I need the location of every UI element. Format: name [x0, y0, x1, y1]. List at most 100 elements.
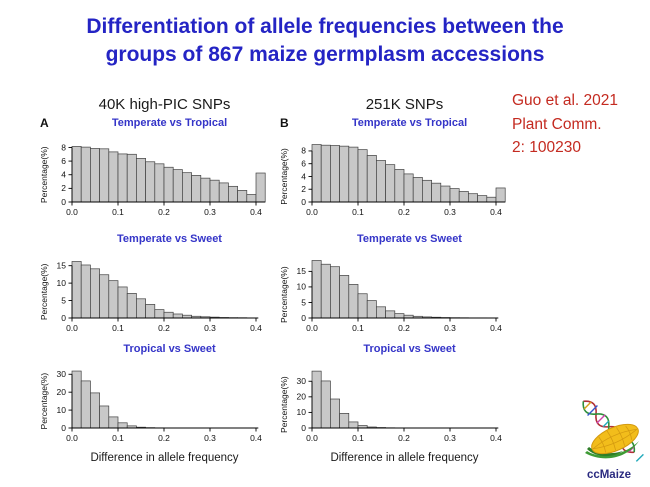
- histogram-bar: [339, 275, 350, 319]
- histogram-bar: [237, 190, 248, 203]
- x-tick-label: 0.3: [204, 207, 216, 217]
- y-tick-label: 0: [61, 197, 66, 207]
- histogram-bar: [80, 380, 91, 429]
- histogram-bar: [117, 422, 128, 429]
- y-axis-label: Percentage(%): [279, 148, 289, 205]
- x-tick-label: 0.4: [490, 433, 502, 443]
- histogram-bar: [366, 300, 377, 319]
- y-axis-label: Percentage(%): [39, 146, 49, 203]
- histogram-bar: [154, 309, 165, 319]
- x-tick-label: 0.0: [306, 433, 318, 443]
- histogram-40k-temperate-vs-sweet: Temperate vs Sweet 0.0 0.1 0.2 0.3 0.4 0 5 10 15…: [38, 232, 271, 336]
- histogram-bar: [136, 298, 146, 319]
- histogram-bar: [99, 405, 110, 429]
- x-tick-label: 0.4: [490, 323, 502, 333]
- x-tick-label: 0.3: [444, 207, 456, 217]
- histogram-bar: [412, 177, 423, 203]
- y-tick-label: 0: [61, 313, 66, 323]
- histogram-bar: [218, 182, 229, 203]
- histogram-bar: [182, 172, 192, 203]
- logo-text: ccMaize: [586, 469, 632, 481]
- x-tick-label: 0.3: [444, 433, 456, 443]
- histogram-bar: [145, 161, 156, 203]
- citation: Guo et al. 2021 Plant Comm. 2: 100230: [512, 89, 618, 160]
- histogram-bar: [71, 370, 82, 429]
- x-tick-label: 0.0: [66, 323, 78, 333]
- y-tick-label: 0: [301, 313, 306, 323]
- histogram-251k-tropical-vs-sweet: Tropical vs Sweet 0.0 0.1 0.2 0.3 0.4 0 10 20 30…: [278, 342, 511, 446]
- histogram-bar: [394, 313, 405, 319]
- x-tick-label: 0.2: [398, 433, 410, 443]
- y-tick-label: 0: [61, 423, 66, 433]
- histogram-bar: [90, 148, 100, 203]
- maize-leaf: [585, 441, 639, 459]
- histogram-bar: [403, 173, 414, 203]
- x-tick-label: 0.2: [398, 323, 410, 333]
- y-tick-label: 20: [297, 392, 307, 402]
- plot-area: 0.0 0.1 0.2 0.3 0.4 0 2 4 6 8 Percentage(%): [278, 130, 511, 220]
- histogram-bar: [80, 264, 91, 319]
- maize-icon: [591, 423, 639, 455]
- chart-title: Temperate vs Sweet: [117, 233, 222, 245]
- x-tick-label: 0.1: [112, 433, 124, 443]
- y-tick-label: 15: [297, 266, 307, 276]
- histogram-bar: [458, 191, 469, 203]
- histogram-bar: [394, 169, 405, 203]
- histogram-bar: [209, 179, 220, 203]
- citation-line-3: 2: 100230: [512, 139, 581, 156]
- histogram-bar: [320, 380, 331, 429]
- histogram-plot: 0.0 0.1 0.2 0.3 0.4 0 2 4 6 8 Percentage(%): [39, 142, 266, 217]
- y-tick-label: 4: [61, 170, 66, 180]
- y-tick-label: 15: [57, 260, 67, 270]
- histogram-bar: [440, 185, 451, 203]
- histogram-bar: [330, 398, 340, 429]
- histogram-bar: [99, 274, 110, 319]
- plot-area: 0.0 0.1 0.2 0.3 0.4 0 10 20 30 Percentage(%): [278, 356, 511, 446]
- histogram-bar: [172, 169, 183, 203]
- histogram-bar: [80, 146, 91, 203]
- y-tick-label: 10: [297, 407, 307, 417]
- x-tick-label: 0.4: [250, 433, 262, 443]
- y-tick-label: 30: [57, 369, 67, 379]
- x-tick-label: 0.0: [66, 433, 78, 443]
- x-tick-label: 0.3: [204, 433, 216, 443]
- panel-label-a: A: [40, 116, 49, 130]
- x-tick-label: 0.1: [352, 323, 364, 333]
- histogram-bar: [357, 149, 368, 203]
- histogram-bar: [376, 160, 386, 203]
- histogram-bar: [228, 185, 238, 203]
- histogram-bar: [163, 311, 174, 319]
- histogram-bar: [255, 172, 266, 203]
- x-tick-label: 0.0: [306, 207, 318, 217]
- histogram-bar: [126, 153, 137, 203]
- histogram-bar: [339, 145, 350, 203]
- histogram-bar: [117, 153, 128, 203]
- chart-title: Tropical vs Sweet: [363, 343, 456, 355]
- histogram-bar: [486, 196, 497, 203]
- citation-line-2: Plant Comm.: [512, 115, 602, 133]
- plot-area: 0.0 0.1 0.2 0.3 0.4 0 10 20 30 Percentage(%): [38, 356, 271, 446]
- histogram-bar: [330, 145, 340, 203]
- histogram-bar: [90, 268, 100, 319]
- histogram-bar: [468, 193, 478, 203]
- histogram-bar: [431, 182, 442, 203]
- histogram-bar: [108, 416, 119, 429]
- histogram-plot: 0.0 0.1 0.2 0.3 0.4 0 10 20 30 Percentage(%): [279, 370, 502, 443]
- y-tick-label: 0: [301, 423, 306, 433]
- plot-area: 0.0 0.1 0.2 0.3 0.4 0 5 10 15 Percentage(%): [278, 246, 511, 336]
- histogram-bar: [449, 188, 460, 203]
- x-tick-label: 0.3: [204, 323, 216, 333]
- histogram-bar: [126, 293, 137, 319]
- histogram-bar: [90, 392, 100, 429]
- histogram-bar: [71, 146, 82, 203]
- histogram-bar: [376, 306, 386, 319]
- histogram-bar: [348, 284, 359, 319]
- histogram-bar: [477, 195, 488, 203]
- y-axis-label: Percentage(%): [279, 266, 289, 323]
- histogram-bar: [311, 370, 322, 429]
- x-tick-label: 0.1: [112, 207, 124, 217]
- histogram-bar: [145, 304, 156, 319]
- histogram-251k-temperate-vs-tropical: B Temperate vs Tropical 0.0 0.1 0.2 0.3 0.4 0…: [278, 116, 511, 220]
- citation-line-1: Guo et al. 2021: [512, 92, 618, 109]
